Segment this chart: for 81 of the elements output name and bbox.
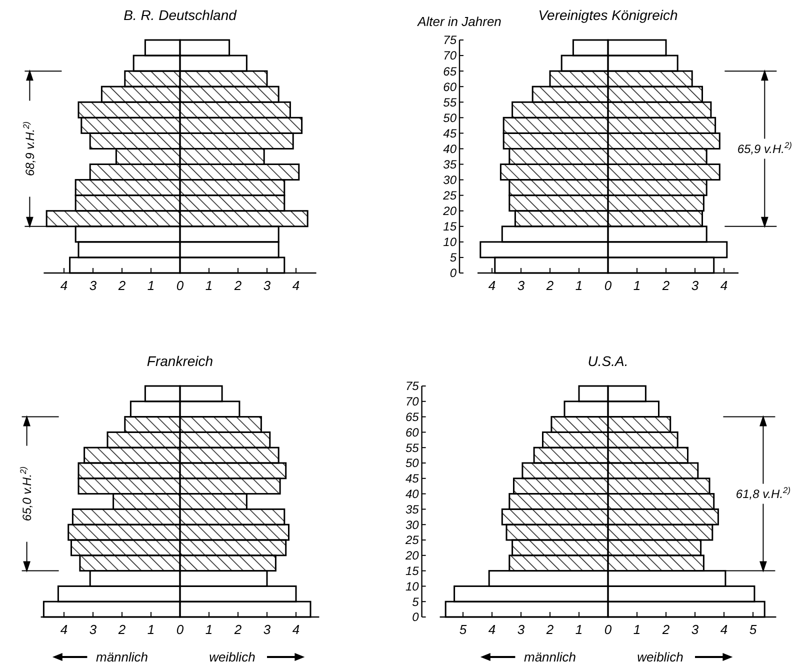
chart-title: U.S.A. — [588, 353, 628, 369]
x-tick-label: 4 — [292, 622, 300, 637]
legend-label: männlich — [96, 650, 148, 665]
y-axis-title: Alter in Jahren — [416, 14, 502, 29]
y-tick-label: 35 — [405, 502, 420, 516]
y-tick-label: 15 — [405, 564, 420, 578]
x-tick-label: 3 — [691, 278, 700, 293]
x-tick-label: 5 — [459, 622, 468, 637]
y-tick-label: 25 — [442, 188, 457, 203]
y-tick-label: 65 — [443, 64, 457, 78]
x-tick-label: 3 — [517, 278, 526, 293]
x-tick-label: 3 — [263, 278, 272, 293]
y-tick-label: 20 — [442, 204, 457, 218]
x-tick-label: 5 — [749, 622, 758, 637]
y-tick-label: 5 — [412, 594, 420, 609]
y-tick-label: 30 — [443, 173, 457, 187]
x-tick-label: 1 — [633, 622, 641, 637]
x-tick-label: 1 — [575, 278, 583, 293]
x-tick-label: 2 — [233, 278, 242, 293]
x-tick-label: 1 — [147, 278, 155, 293]
y-tick-label: 40 — [443, 142, 457, 156]
x-tick-label: 4 — [292, 278, 300, 293]
x-tick-label: 3 — [89, 622, 98, 637]
y-tick-label: 20 — [404, 548, 420, 563]
y-tick-label: 0 — [412, 610, 420, 624]
y-tick-label: 0 — [450, 266, 457, 280]
chart-title: Vereinigtes Königreich — [538, 7, 678, 23]
x-tick-label: 2 — [233, 622, 242, 637]
text: weiblich — [209, 650, 256, 665]
x-tick-label: 4 — [488, 622, 496, 637]
text: weiblich — [637, 650, 684, 665]
y-tick-label: 10 — [443, 235, 457, 250]
x-tick-label: 2 — [661, 622, 670, 637]
band-label: 61,8 v.H.$^{2)}$ — [736, 485, 791, 501]
x-tick-label: 2 — [661, 278, 670, 293]
x-tick-label: 0 — [176, 278, 184, 293]
y-tick-label: 40 — [405, 487, 420, 501]
x-tick-label: 4 — [60, 278, 68, 293]
y-tick-label: 55 — [405, 440, 420, 455]
band-label: 65,9 v.H.$^{2)}$ — [737, 140, 792, 156]
y-tick-label: 25 — [404, 533, 420, 548]
chart-title: B. R. Deutschland — [124, 7, 238, 23]
chart-title: Frankreich — [146, 353, 214, 369]
y-tick-label: 45 — [443, 126, 457, 140]
y-tick-label: 45 — [405, 472, 420, 486]
x-tick-label: 0 — [176, 622, 184, 637]
x-tick-label: 0 — [604, 278, 612, 293]
x-tick-label: 4 — [488, 278, 496, 293]
x-tick-label: 1 — [205, 622, 213, 637]
y-tick-label: 75 — [405, 379, 420, 394]
x-tick-label: 3 — [89, 278, 98, 293]
y-tick-label: 65 — [405, 410, 420, 424]
x-tick-label: 2 — [117, 622, 126, 637]
x-tick-label: 3 — [263, 622, 272, 637]
x-tick-label: 3 — [691, 622, 700, 637]
y-tick-label: 5 — [450, 250, 457, 265]
y-tick-label: 70 — [405, 394, 420, 409]
y-tick-label: 60 — [443, 80, 457, 94]
x-tick-label: 2 — [117, 278, 126, 293]
x-tick-label: 3 — [517, 622, 526, 637]
y-tick-label: 30 — [405, 518, 420, 532]
x-tick-label: 4 — [60, 622, 68, 637]
x-tick-label: 1 — [147, 622, 155, 637]
y-tick-label: 60 — [405, 425, 420, 440]
y-tick-label: 70 — [443, 48, 457, 63]
x-tick-label: 1 — [575, 622, 583, 637]
y-tick-label: 50 — [405, 456, 420, 470]
y-tick-label: 55 — [443, 95, 457, 110]
x-tick-label: 2 — [545, 278, 554, 293]
x-tick-label: 1 — [205, 278, 213, 293]
x-tick-label: 4 — [720, 278, 728, 293]
x-tick-label: 1 — [633, 278, 641, 293]
x-tick-label: 0 — [604, 622, 612, 637]
y-tick-label: 75 — [443, 33, 457, 48]
x-tick-label: 2 — [545, 622, 554, 637]
x-tick-label: 4 — [720, 622, 728, 637]
y-tick-label: 10 — [405, 579, 420, 594]
y-tick-label: 35 — [443, 157, 457, 172]
y-tick-label: 50 — [443, 110, 457, 125]
legend-label: männlich — [524, 650, 576, 665]
y-tick-label: 15 — [443, 220, 457, 234]
